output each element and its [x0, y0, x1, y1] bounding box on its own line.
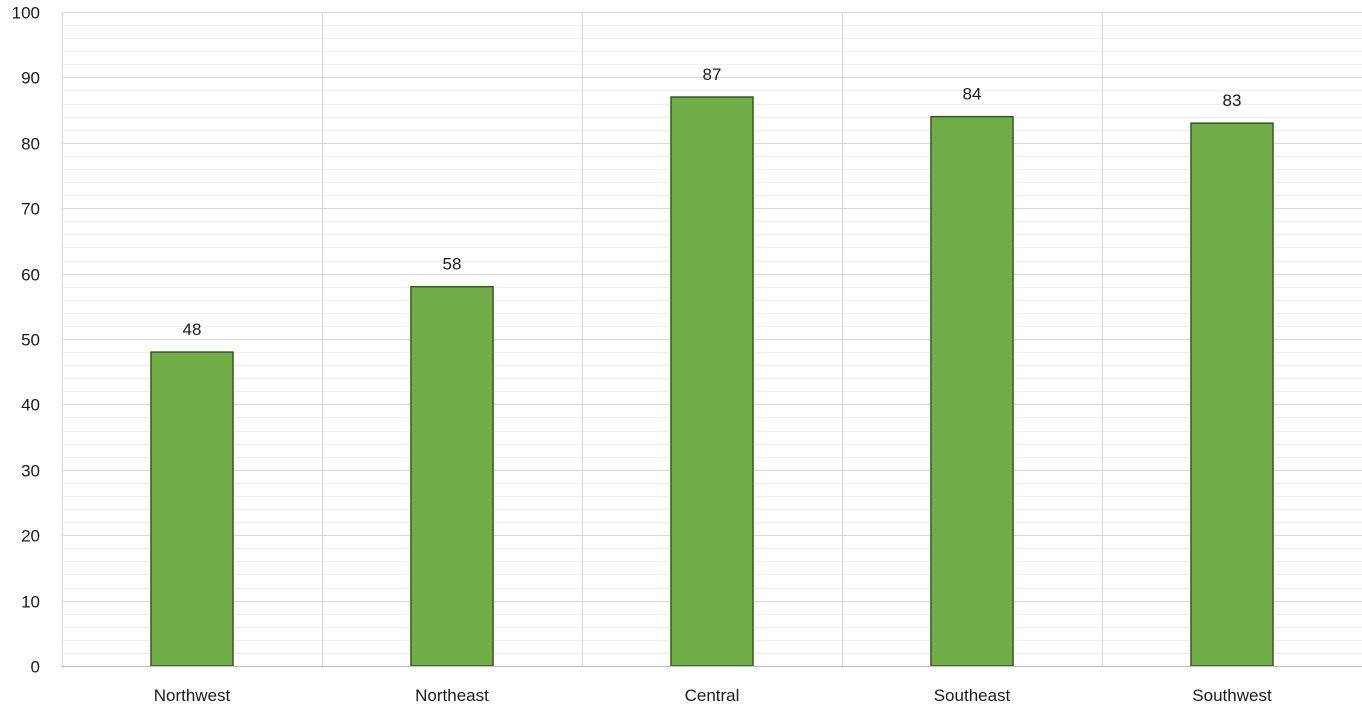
y-tick-label: 10 [21, 593, 40, 612]
y-tick-label: 40 [21, 396, 40, 415]
bar-northeast [411, 287, 493, 666]
y-tick-label: 100 [12, 4, 40, 23]
x-tick-label: Northeast [415, 686, 489, 705]
bar-southwest [1191, 123, 1273, 666]
data-label: 87 [703, 65, 722, 84]
y-tick-label: 20 [21, 527, 40, 546]
bar-northwest [151, 352, 233, 666]
x-tick-label: Southeast [934, 686, 1011, 705]
y-tick-label: 0 [31, 658, 40, 677]
y-tick-label: 80 [21, 135, 40, 154]
data-label: 84 [963, 85, 982, 104]
data-label: 58 [443, 255, 462, 274]
y-tick-label: 90 [21, 69, 40, 88]
x-tick-label: Southwest [1192, 686, 1272, 705]
data-label: 48 [183, 320, 202, 339]
bar-southeast [931, 117, 1013, 666]
bar-central [671, 97, 753, 666]
y-tick-label: 70 [21, 200, 40, 219]
data-label: 83 [1223, 91, 1242, 110]
y-axis-tick-labels: 0 10 20 30 40 50 60 70 80 90 100 [12, 4, 40, 677]
y-tick-label: 60 [21, 266, 40, 285]
x-axis-tick-labels: Northwest Northeast Central Southeast Southw… [154, 686, 1272, 705]
y-tick-label: 30 [21, 462, 40, 481]
y-tick-label: 50 [21, 331, 40, 350]
x-tick-label: Central [685, 686, 740, 705]
x-tick-label: Northwest [154, 686, 231, 705]
